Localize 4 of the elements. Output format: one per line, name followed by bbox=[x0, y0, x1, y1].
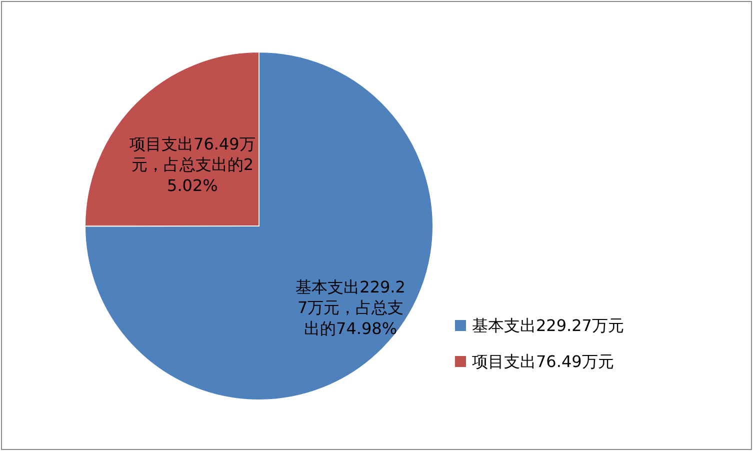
data-label: 基本支出229.27万元，占总支出的74.98% bbox=[296, 277, 406, 338]
data-label: 项目支出76.49万元，占总支出的25.02% bbox=[130, 134, 256, 195]
legend-label: 项目支出76.49万元 bbox=[472, 352, 614, 371]
legend-label: 基本支出229.27万元 bbox=[472, 316, 624, 335]
